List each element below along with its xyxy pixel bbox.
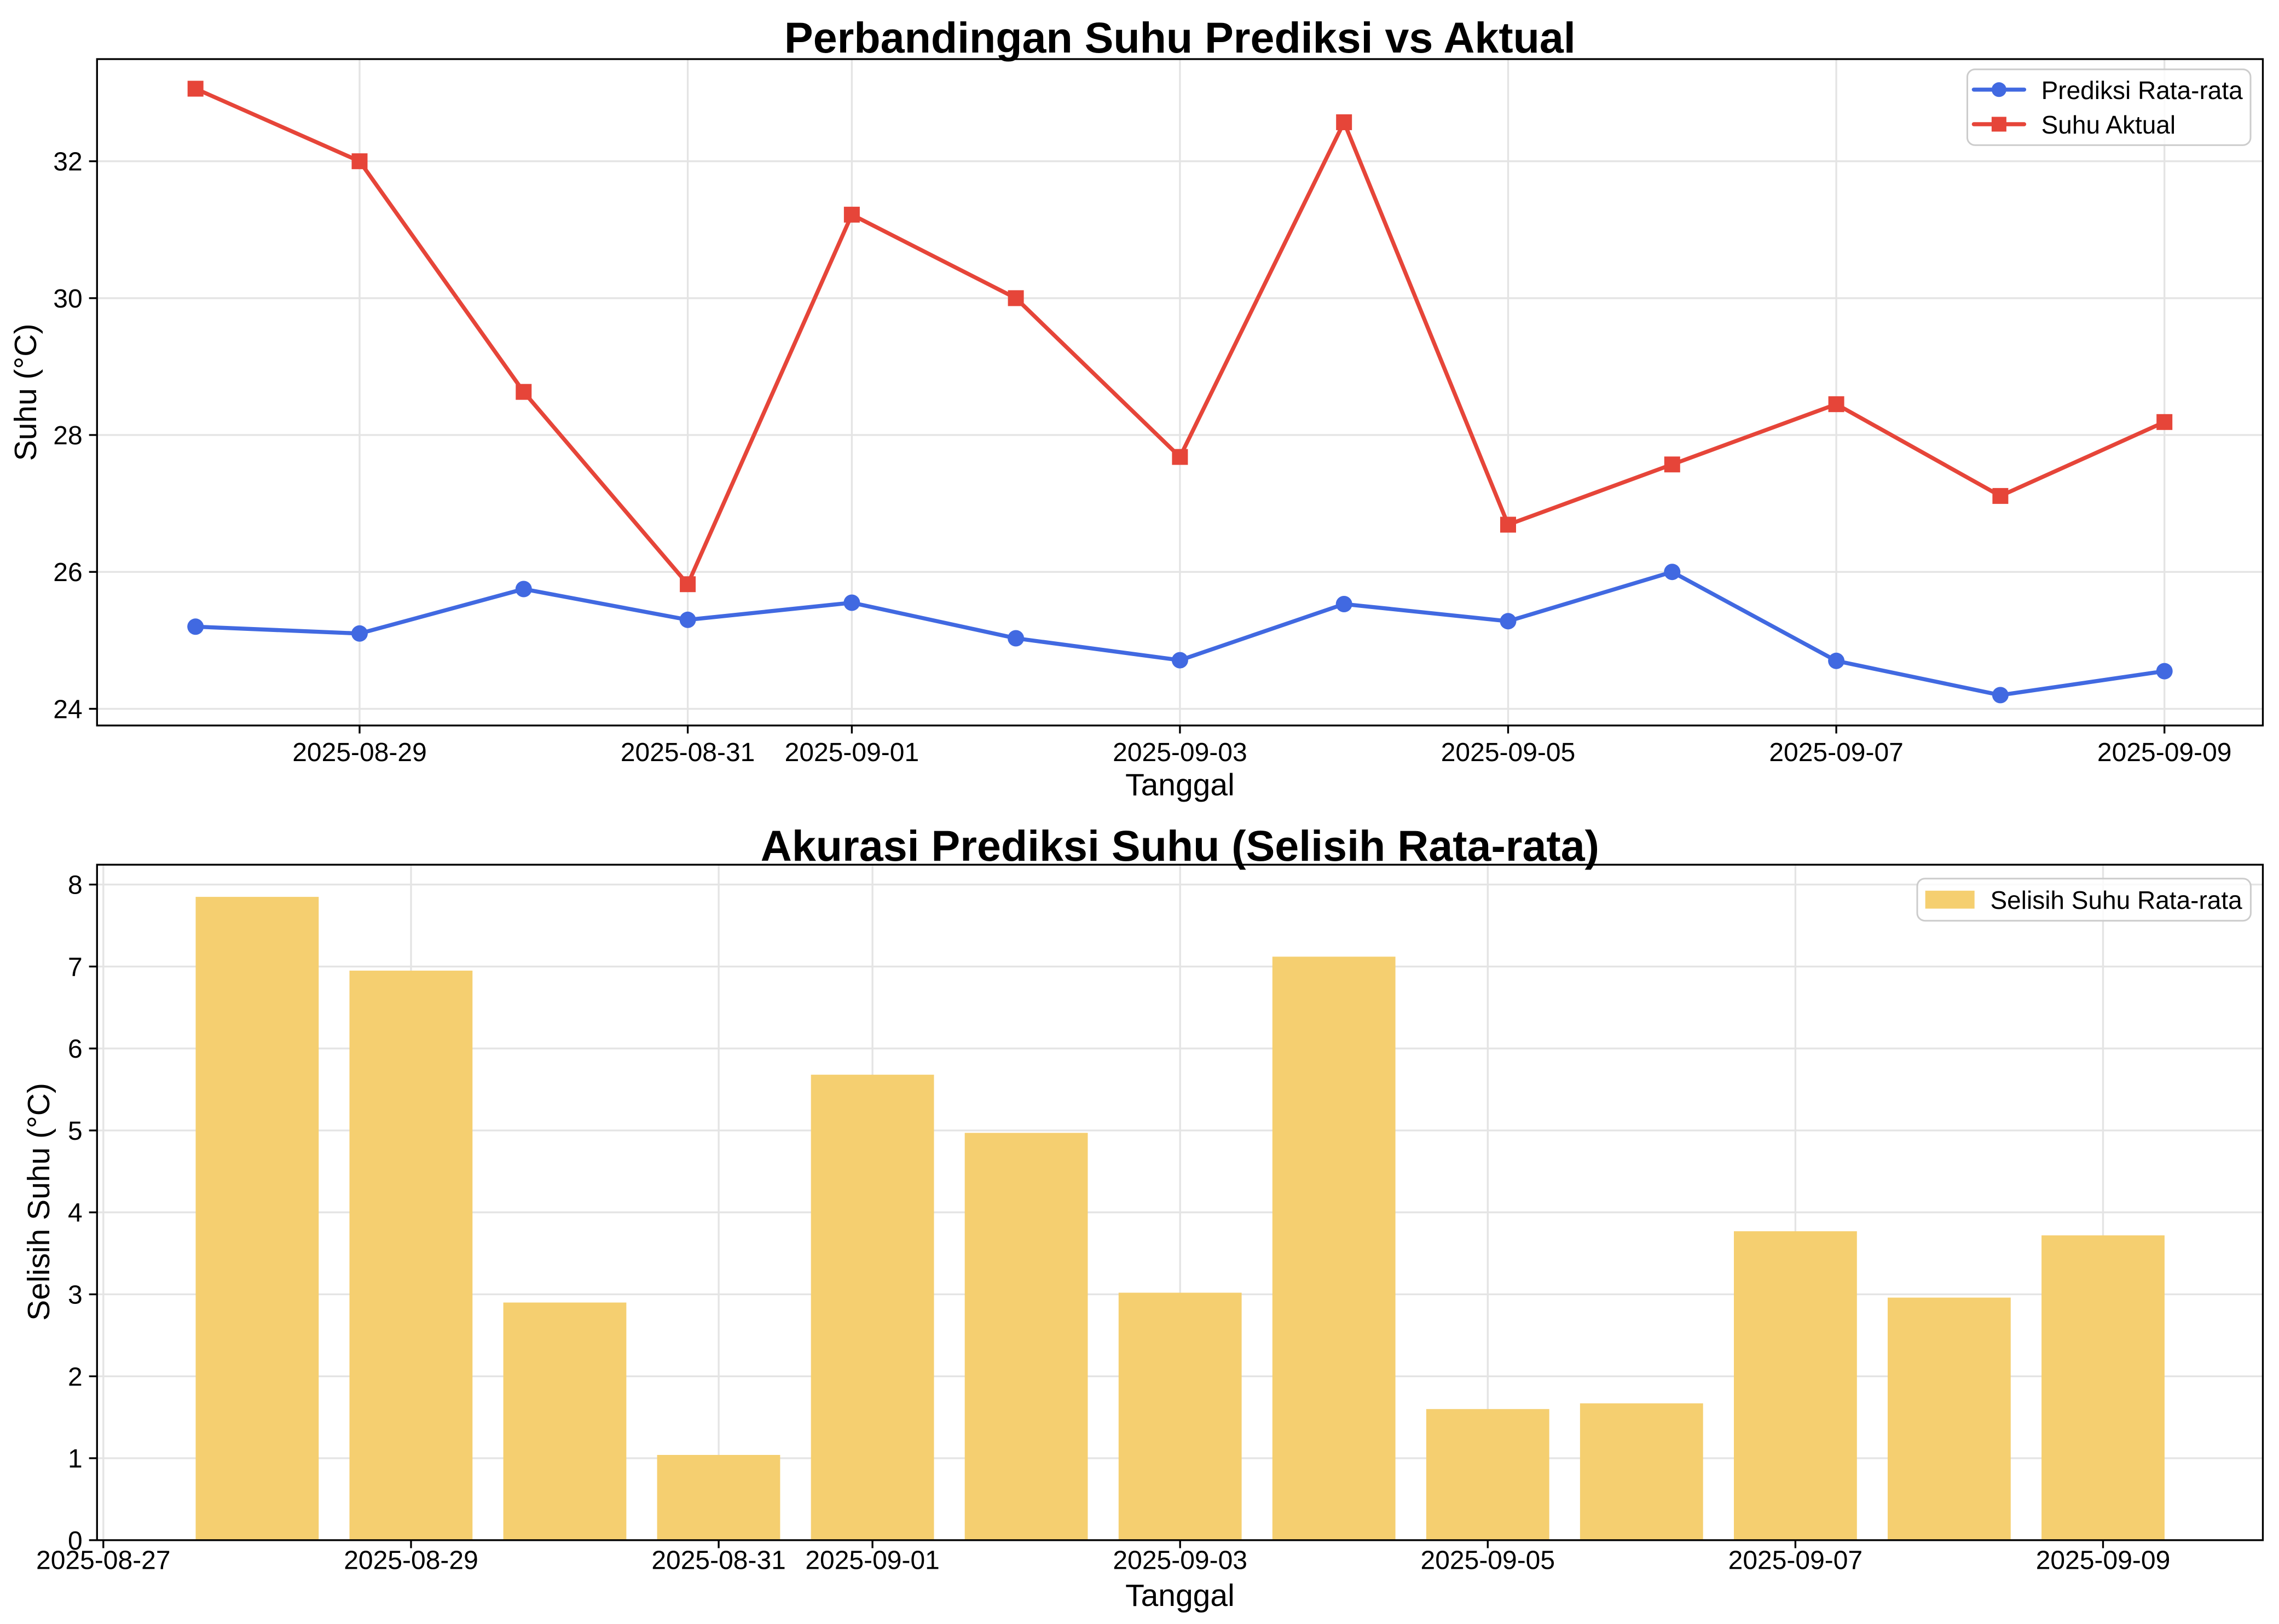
svg-text:32: 32 xyxy=(53,148,82,177)
svg-text:2025-09-09: 2025-09-09 xyxy=(2097,738,2232,767)
svg-text:3: 3 xyxy=(68,1281,83,1310)
svg-text:7: 7 xyxy=(68,953,83,982)
svg-text:2025-09-07: 2025-09-07 xyxy=(1769,738,1904,767)
svg-text:2025-09-03: 2025-09-03 xyxy=(1113,1546,1247,1575)
svg-text:28: 28 xyxy=(53,421,82,450)
svg-text:2025-09-05: 2025-09-05 xyxy=(1441,738,1576,767)
svg-text:30: 30 xyxy=(53,285,82,314)
svg-text:2025-08-29: 2025-08-29 xyxy=(292,738,427,767)
svg-text:6: 6 xyxy=(68,1035,83,1064)
svg-text:Akurasi Prediksi Suhu (Selisih: Akurasi Prediksi Suhu (Selisih Rata-rata… xyxy=(761,821,1599,870)
svg-text:2025-09-09: 2025-09-09 xyxy=(2036,1546,2171,1575)
svg-text:Prediksi Rata-rata: Prediksi Rata-rata xyxy=(2041,76,2243,105)
svg-text:5: 5 xyxy=(68,1117,83,1146)
svg-text:Perbandingan Suhu Prediksi vs: Perbandingan Suhu Prediksi vs Aktual xyxy=(784,13,1576,62)
svg-text:Tanggal: Tanggal xyxy=(1125,1578,1235,1613)
svg-text:26: 26 xyxy=(53,558,82,587)
svg-text:2025-08-27: 2025-08-27 xyxy=(36,1546,171,1575)
svg-text:2025-08-29: 2025-08-29 xyxy=(344,1546,478,1575)
svg-text:Selisih Suhu (°C): Selisih Suhu (°C) xyxy=(21,1083,56,1321)
svg-text:Tanggal: Tanggal xyxy=(1125,768,1235,803)
svg-text:Selisih Suhu Rata-rata: Selisih Suhu Rata-rata xyxy=(1991,886,2243,914)
svg-text:2: 2 xyxy=(68,1362,83,1391)
svg-text:2025-09-05: 2025-09-05 xyxy=(1421,1546,1555,1575)
svg-text:8: 8 xyxy=(68,871,83,900)
svg-text:Suhu (°C): Suhu (°C) xyxy=(8,324,43,461)
svg-text:2025-09-01: 2025-09-01 xyxy=(805,1546,940,1575)
svg-text:4: 4 xyxy=(68,1199,83,1228)
svg-text:1: 1 xyxy=(68,1445,83,1474)
svg-text:24: 24 xyxy=(53,695,82,724)
svg-text:2025-09-01: 2025-09-01 xyxy=(785,738,919,767)
svg-text:2025-08-31: 2025-08-31 xyxy=(621,738,755,767)
svg-text:0: 0 xyxy=(68,1527,83,1556)
svg-text:Suhu Aktual: Suhu Aktual xyxy=(2041,111,2176,139)
svg-text:2025-08-31: 2025-08-31 xyxy=(651,1546,786,1575)
svg-text:2025-09-07: 2025-09-07 xyxy=(1728,1546,1863,1575)
svg-text:2025-09-03: 2025-09-03 xyxy=(1113,738,1247,767)
